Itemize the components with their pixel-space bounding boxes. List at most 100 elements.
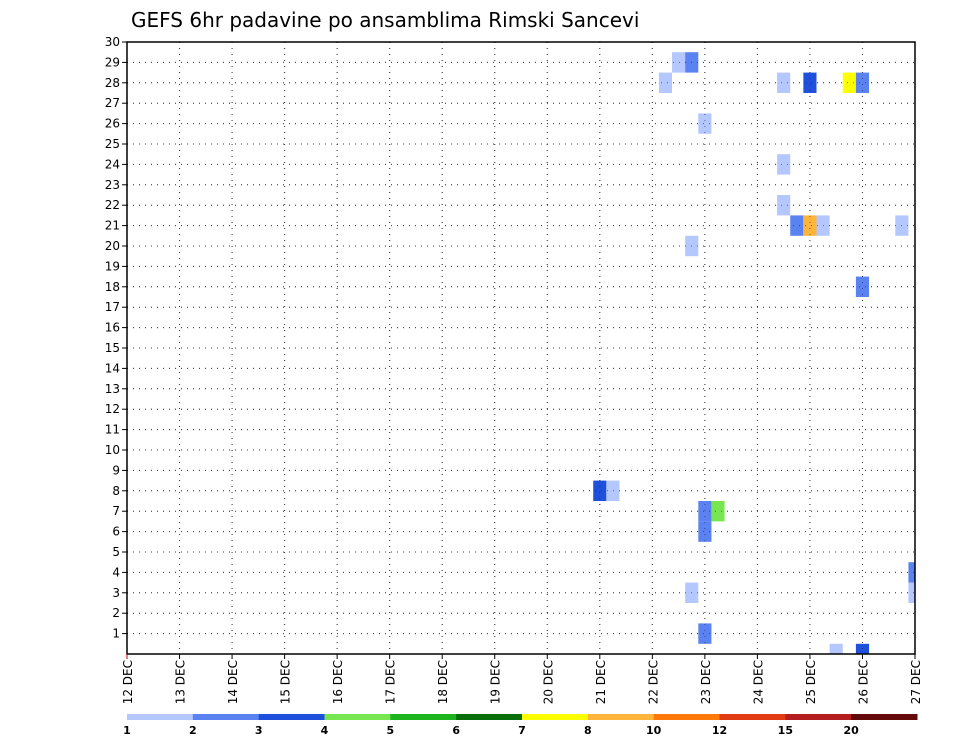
- colorbar-swatch: [390, 714, 457, 720]
- y-tick-label: 14: [105, 361, 120, 375]
- y-tick-label: 5: [112, 545, 120, 559]
- y-tick-label: 23: [105, 178, 120, 192]
- colorbar-label: 4: [321, 724, 329, 737]
- x-tick-label: 15 DEC: [279, 660, 293, 704]
- x-tick-label: 14 DEC: [226, 660, 240, 704]
- y-tick-label: 16: [105, 321, 120, 335]
- x-tick-label: 23 DEC: [699, 660, 713, 704]
- y-tick-label: 26: [105, 117, 120, 131]
- y-tick-label: 29: [105, 55, 120, 69]
- colorbar: 1 2 3 4 5 6 7 8 10 12 15 20: [123, 714, 918, 737]
- y-tick-label: 22: [105, 198, 120, 212]
- data-cell: [908, 582, 915, 603]
- data-cell: [698, 501, 712, 522]
- y-tick-label: 9: [112, 463, 120, 477]
- y-tick-label: 13: [105, 382, 120, 396]
- colorbar-label: 2: [189, 724, 197, 737]
- y-tick-label: 4: [112, 565, 120, 579]
- colorbar-label: 1: [123, 724, 131, 737]
- data-cell: [790, 215, 804, 236]
- x-tick-label: 21 DEC: [594, 660, 608, 704]
- x-tick-label: 13 DEC: [174, 660, 188, 704]
- y-tick-label: 30: [105, 35, 120, 49]
- colorbar-label: 15: [778, 724, 793, 737]
- x-tick-label: 24 DEC: [751, 660, 765, 704]
- x-tick-label: 26 DEC: [856, 660, 870, 704]
- data-cell: [855, 72, 870, 93]
- y-tick-label: 27: [105, 96, 120, 110]
- colorbar-label: 3: [255, 724, 263, 737]
- x-tick-label: 19 DEC: [489, 660, 503, 704]
- y-tick-label: 10: [105, 443, 120, 457]
- y-tick-label: 12: [105, 402, 120, 416]
- x-tick-label: 16 DEC: [331, 660, 345, 704]
- y-tick-label: 3: [112, 586, 120, 600]
- colorbar-swatch: [587, 714, 655, 720]
- data-cell: [658, 72, 673, 93]
- grid-lines: [127, 42, 915, 654]
- colorbar-swatch: [522, 714, 589, 720]
- data-cell: [711, 501, 725, 522]
- y-tick-label: 1: [112, 627, 120, 641]
- data-cell: [698, 521, 712, 542]
- data-cell: [777, 154, 791, 175]
- colorbar-swatch: [456, 714, 523, 720]
- data-cell: [855, 276, 870, 297]
- colorbar-label: 7: [518, 724, 526, 737]
- y-tick-label: 25: [105, 137, 120, 151]
- y-tick-label: 11: [105, 423, 120, 437]
- data-cell: [672, 52, 686, 73]
- data-cell: [698, 113, 712, 134]
- data-cell: [803, 72, 817, 93]
- x-tick-label: 20 DEC: [541, 660, 555, 704]
- colorbar-label: 20: [844, 724, 860, 737]
- data-cell: [842, 72, 856, 93]
- grid-dots-overlay: [127, 42, 915, 654]
- y-tick-label: 21: [105, 219, 120, 233]
- colorbar-swatch: [258, 714, 325, 720]
- x-axis: 12 DEC 13 DEC 14 DEC 15 DEC 16 DEC 17 DEC 18 D…: [121, 654, 923, 704]
- colorbar-label: 5: [387, 724, 395, 737]
- data-cell: [829, 643, 843, 654]
- colorbar-swatch: [324, 714, 391, 720]
- chart-title: GEFS 6hr padavine po ansamblima Rimski S…: [131, 8, 639, 32]
- colorbar-swatch: [719, 714, 786, 720]
- y-tick-label: 18: [105, 280, 120, 294]
- x-tick-label: 27 DEC: [909, 660, 923, 704]
- data-cell: [606, 480, 620, 501]
- x-tick-label: 17 DEC: [384, 660, 398, 704]
- colorbar-label: 10: [646, 724, 662, 737]
- data-cell: [777, 72, 791, 93]
- y-tick-label: 8: [112, 484, 120, 498]
- colorbar-label: 6: [452, 724, 460, 737]
- y-tick-label: 6: [112, 525, 120, 539]
- y-tick-label: 7: [112, 504, 120, 518]
- colorbar-swatch: [785, 714, 852, 720]
- y-axis: 1234567891011121314151617181920212223242…: [105, 35, 127, 641]
- data-cell: [908, 562, 915, 583]
- colorbar-swatch: [192, 714, 260, 720]
- colorbar-swatch: [851, 714, 918, 720]
- y-tick-label: 20: [105, 239, 120, 253]
- y-tick-label: 17: [105, 300, 120, 314]
- colorbar-label: 12: [712, 724, 727, 737]
- data-cell: [593, 480, 607, 501]
- colorbar-label: 8: [584, 724, 592, 737]
- colorbar-swatch: [653, 714, 720, 720]
- y-tick-label: 2: [112, 606, 120, 620]
- colorbar-swatch: [127, 714, 194, 720]
- y-tick-label: 28: [105, 76, 120, 90]
- x-tick-label: 22 DEC: [646, 660, 660, 704]
- y-tick-label: 15: [105, 341, 120, 355]
- plot-frame: [126, 41, 916, 655]
- x-tick-label: 18 DEC: [436, 660, 450, 704]
- y-tick-label: 19: [105, 259, 120, 273]
- x-tick-label: 25 DEC: [804, 660, 818, 704]
- x-tick-label: 12 DEC: [121, 660, 135, 704]
- data-cell: [803, 215, 817, 236]
- data-cell: [777, 195, 791, 216]
- data-cells: [593, 52, 915, 654]
- y-tick-label: 24: [105, 157, 120, 171]
- data-cell: [698, 623, 712, 644]
